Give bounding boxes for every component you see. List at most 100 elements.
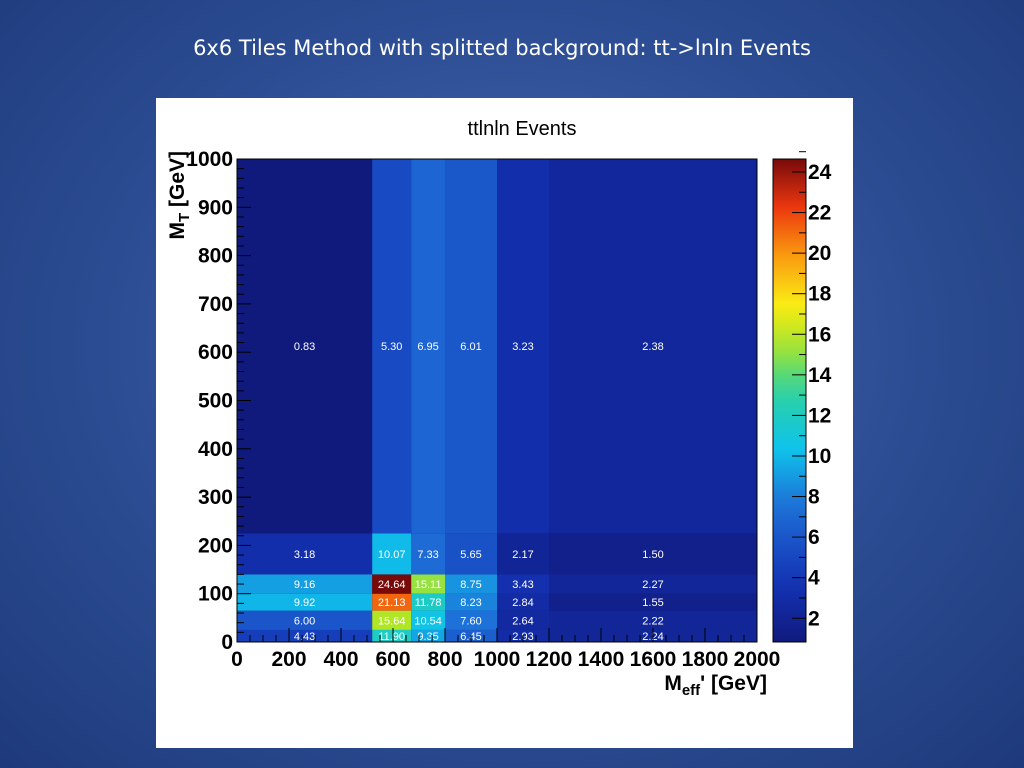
y-tick-label: 200: [198, 534, 233, 557]
cell-label-r5-c2: 6.95: [417, 341, 438, 353]
y-tick-label: 600: [198, 341, 233, 364]
heatmap-cell-r2-c1: [372, 593, 412, 611]
x-tick-label: 0: [231, 648, 243, 671]
heatmap-cell-r0-c1: [372, 629, 412, 642]
cell-label-r2-c4: 2.84: [512, 597, 533, 609]
heatmap-cell-r4-c4: [497, 533, 549, 575]
y-tick-label: 300: [198, 486, 233, 509]
x-tick-label: 800: [427, 648, 462, 671]
slide-title: 6x6 Tiles Method with splitted backgroun…: [193, 36, 811, 60]
cell-label-r3-c0: 9.16: [294, 579, 315, 591]
heatmap-cell-r4-c2: [411, 533, 445, 575]
y-tick-label: 800: [198, 245, 233, 268]
y-tick-label: 1000: [186, 148, 233, 171]
y-axis-label: MT [GeV]: [166, 151, 193, 240]
y-tick-label: 0: [221, 631, 233, 654]
heatmap-cell-r1-c5: [549, 610, 757, 630]
colorbar-tick-label: 20: [808, 242, 831, 265]
x-tick-label: 600: [375, 648, 410, 671]
heatmap-cell-r5-c4: [497, 159, 549, 534]
colorbar-tick-label: 24: [808, 161, 832, 184]
cell-label-r1-c4: 2.64: [512, 615, 533, 627]
cell-label-r5-c4: 3.23: [512, 341, 533, 353]
cell-label-r5-c0: 0.83: [294, 341, 315, 353]
cell-label-r2-c5: 1.55: [642, 597, 663, 609]
y-tick-label: 100: [198, 583, 233, 606]
cell-label-r4-c3: 5.65: [460, 549, 481, 561]
cell-label-r4-c4: 2.17: [512, 549, 533, 561]
colorbar-tick-label: 6: [808, 526, 820, 549]
cell-label-r0-c1: 11.90: [378, 631, 405, 643]
cell-label-r2-c3: 8.23: [460, 597, 481, 609]
heatmap-cell-r1-c4: [497, 610, 549, 630]
x-tick-label: 200: [271, 648, 306, 671]
cell-label-r3-c2: 15.11: [415, 579, 442, 591]
heatmap-cell-r5-c1: [372, 159, 412, 534]
heatmap-cell-r2-c0: [237, 593, 373, 611]
cell-label-r0-c2: 9.35: [417, 631, 438, 643]
x-tick-label: 1400: [578, 648, 625, 671]
cell-label-r1-c0: 6.00: [294, 615, 315, 627]
heatmap-cell-r2-c5: [549, 593, 757, 611]
x-tick-label: 1800: [682, 648, 729, 671]
cell-label-r1-c3: 7.60: [460, 615, 481, 627]
heatmap-cell-r3-c0: [237, 574, 373, 594]
heatmap-cell-r1-c3: [445, 610, 497, 630]
heatmap-cell-r0-c2: [411, 629, 445, 642]
y-tick-label: 400: [198, 438, 233, 461]
x-tick-label: 1000: [474, 648, 521, 671]
heatmap-cell-r1-c1: [372, 610, 412, 630]
colorbar-tick-label: 14: [808, 364, 832, 387]
x-axis-label: Meff' [GeV]: [664, 672, 767, 699]
colorbar-tick-label: 16: [808, 323, 831, 346]
heatmap-cell-r2-c2: [411, 593, 445, 611]
colorbar: [772, 158, 807, 643]
cell-label-r3-c5: 2.27: [642, 579, 663, 591]
cell-label-r2-c1: 21.13: [378, 597, 406, 609]
colorbar-tick-label: 18: [808, 283, 832, 306]
cell-label-r3-c3: 8.75: [460, 579, 481, 591]
chart-title: ttlnln Events: [468, 118, 577, 140]
colorbar-tick-label: 8: [808, 486, 820, 509]
heatmap-cell-r4-c1: [372, 533, 412, 575]
heatmap-cell-r3-c5: [549, 574, 757, 594]
cell-label-r5-c3: 6.01: [460, 341, 481, 353]
heatmap-cell-r2-c4: [497, 593, 549, 611]
heatmap-cell-r3-c2: [411, 574, 445, 594]
colorbar-tick-label: 2: [808, 607, 820, 630]
y-tick-label: 500: [198, 390, 233, 413]
heatmap-cell-r3-c4: [497, 574, 549, 594]
plot-canvas: ttlnln Events 4.43 11.90 9.35 6.45 2.93 2.24 6.…: [156, 98, 853, 748]
heatmap-cell-r3-c1: [372, 574, 412, 594]
colorbar-tick-label: 10: [808, 445, 831, 468]
heatmap-cell-r4-c0: [237, 533, 373, 575]
cell-label-r0-c0: 4.43: [294, 631, 315, 643]
cell-label-r4-c0: 3.18: [294, 549, 315, 561]
cell-label-r3-c4: 3.43: [512, 579, 533, 591]
y-tick-label: 700: [198, 293, 233, 316]
x-tick-label: 1200: [526, 648, 573, 671]
heatmap-cell-r4-c3: [445, 533, 497, 575]
x-tick-label: 400: [323, 648, 358, 671]
cell-label-r5-c5: 2.38: [642, 341, 663, 353]
heatmap-cell-r4-c5: [549, 533, 757, 575]
heatmap-cell-r5-c5: [549, 159, 757, 534]
cell-label-r1-c1: 15.64: [378, 615, 406, 627]
cell-label-r4-c2: 7.33: [417, 549, 438, 561]
heatmap-cell-r3-c3: [445, 574, 497, 594]
x-tick-label: 1600: [630, 648, 677, 671]
colorbar-tick-label: 12: [808, 404, 831, 427]
colorbar-tick-label: 22: [808, 202, 831, 225]
heatmap-cell-r2-c3: [445, 593, 497, 611]
cell-label-r4-c1: 10.07: [378, 549, 406, 561]
cell-label-r2-c2: 11.78: [415, 597, 442, 609]
cell-label-r4-c5: 1.50: [642, 549, 663, 561]
heatmap-cell-r5-c3: [445, 159, 497, 534]
colorbar-tick-label: 4: [808, 567, 820, 590]
x-tick-label: 2000: [734, 648, 781, 671]
cell-label-r5-c1: 5.30: [381, 341, 402, 353]
heatmap-cell-r0-c0: [237, 629, 373, 642]
cell-label-r2-c0: 9.92: [294, 597, 315, 609]
cell-label-r1-c5: 2.22: [642, 615, 663, 627]
